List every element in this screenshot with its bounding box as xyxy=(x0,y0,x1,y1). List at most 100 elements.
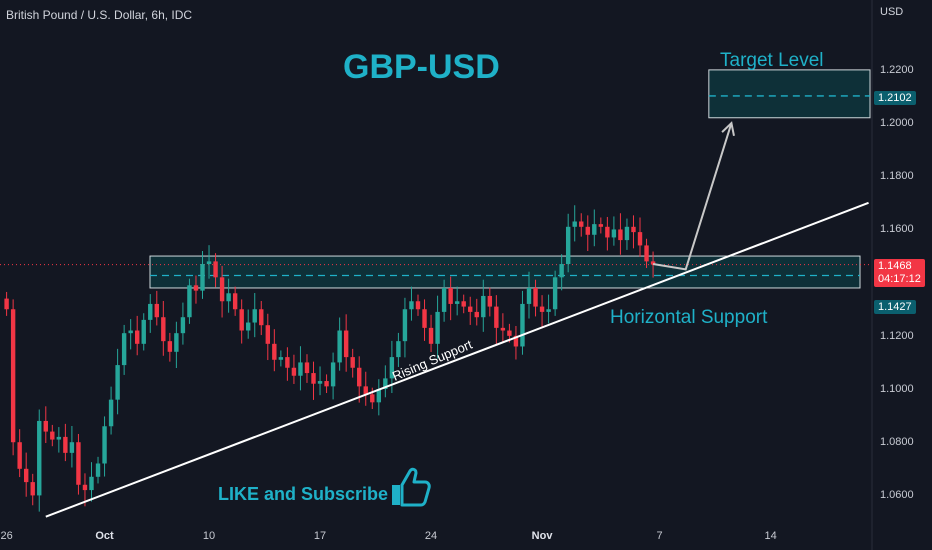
candle xyxy=(30,482,35,496)
candle xyxy=(37,420,42,496)
candle xyxy=(89,476,94,491)
candle xyxy=(402,309,408,342)
candle xyxy=(206,261,212,265)
candle xyxy=(357,367,362,387)
candle xyxy=(76,442,81,485)
candle xyxy=(435,311,440,344)
candle xyxy=(494,306,499,328)
candle xyxy=(135,330,140,344)
candle xyxy=(337,330,342,363)
candle xyxy=(148,303,153,320)
candle xyxy=(422,309,427,328)
candle xyxy=(650,261,656,265)
candle xyxy=(526,287,532,304)
candle xyxy=(278,357,284,360)
candle xyxy=(428,327,434,344)
y-tick-label: 1.2000 xyxy=(880,117,914,130)
candle xyxy=(487,295,493,307)
candle xyxy=(389,357,395,379)
candle xyxy=(298,362,303,376)
candle xyxy=(546,309,551,312)
x-tick-label: 14 xyxy=(764,530,777,542)
candle xyxy=(370,394,375,403)
x-tick-label: 17 xyxy=(313,530,327,542)
candle xyxy=(10,309,16,443)
candle xyxy=(559,264,564,278)
candle xyxy=(226,293,231,302)
candle xyxy=(4,298,9,310)
candle xyxy=(605,226,610,238)
candle xyxy=(592,224,597,235)
candle xyxy=(468,306,473,312)
chart-title: GBP-USD xyxy=(343,48,500,86)
candle xyxy=(330,362,336,387)
current-price-value: 1.1468 xyxy=(878,260,912,272)
candle xyxy=(246,322,251,331)
symbol-header[interactable]: British Pound / U.S. Dollar, 6h, IDC xyxy=(6,8,193,22)
candle xyxy=(95,463,101,477)
candle xyxy=(598,224,604,227)
candle xyxy=(565,226,571,265)
y-tick-label: 1.0600 xyxy=(880,489,914,502)
projection-arrow xyxy=(652,122,733,271)
candle xyxy=(311,373,316,384)
candle xyxy=(618,229,623,241)
candle xyxy=(579,221,584,227)
candle xyxy=(611,229,617,238)
x-tick-label: Oct xyxy=(95,530,114,542)
candle xyxy=(102,426,107,464)
candle xyxy=(324,381,329,387)
x-tick-label: 26 xyxy=(0,530,13,542)
candle xyxy=(180,317,186,334)
current-price-tag: 1.1468 04:17:12 xyxy=(874,259,925,287)
candle xyxy=(363,386,368,395)
candle xyxy=(108,399,114,427)
x-tick-label: 24 xyxy=(424,530,438,542)
support-price-tag: 1.1427 xyxy=(874,300,916,314)
candle xyxy=(409,301,414,310)
candle xyxy=(631,226,636,233)
candle xyxy=(376,389,382,403)
support-zone xyxy=(149,255,861,289)
candle xyxy=(259,309,264,326)
candle xyxy=(383,378,388,390)
candle xyxy=(396,341,401,358)
candle xyxy=(161,317,166,342)
candle xyxy=(43,420,48,432)
bar-countdown: 04:17:12 xyxy=(878,273,921,285)
candle xyxy=(461,301,466,307)
candle xyxy=(285,357,290,368)
candle xyxy=(252,309,257,323)
candle xyxy=(219,277,225,302)
y-tick-label: 1.1000 xyxy=(880,383,914,396)
candle xyxy=(272,343,277,360)
candle xyxy=(624,226,630,241)
candle xyxy=(265,325,270,344)
rising-support-line xyxy=(45,201,869,518)
candle xyxy=(141,319,146,344)
candle xyxy=(239,309,244,331)
candle xyxy=(343,330,349,358)
candle xyxy=(513,335,519,347)
candle xyxy=(17,442,22,469)
candle xyxy=(500,327,506,331)
target-level-label: Target Level xyxy=(720,50,824,71)
candle xyxy=(50,431,55,440)
candle xyxy=(128,330,133,334)
candle xyxy=(572,221,577,227)
candle xyxy=(415,301,421,310)
candle xyxy=(539,306,545,312)
arrow-icon xyxy=(721,121,735,137)
candle xyxy=(82,484,88,491)
candle xyxy=(481,295,486,318)
y-tick-label: 1.1800 xyxy=(880,170,914,183)
candle xyxy=(507,330,512,336)
candle xyxy=(350,357,355,368)
candle xyxy=(637,232,643,246)
candle xyxy=(454,301,460,304)
candle xyxy=(187,285,192,318)
currency-label: USD xyxy=(880,6,904,18)
candle xyxy=(63,436,68,453)
target-price-tag: 1.2102 xyxy=(874,91,916,105)
